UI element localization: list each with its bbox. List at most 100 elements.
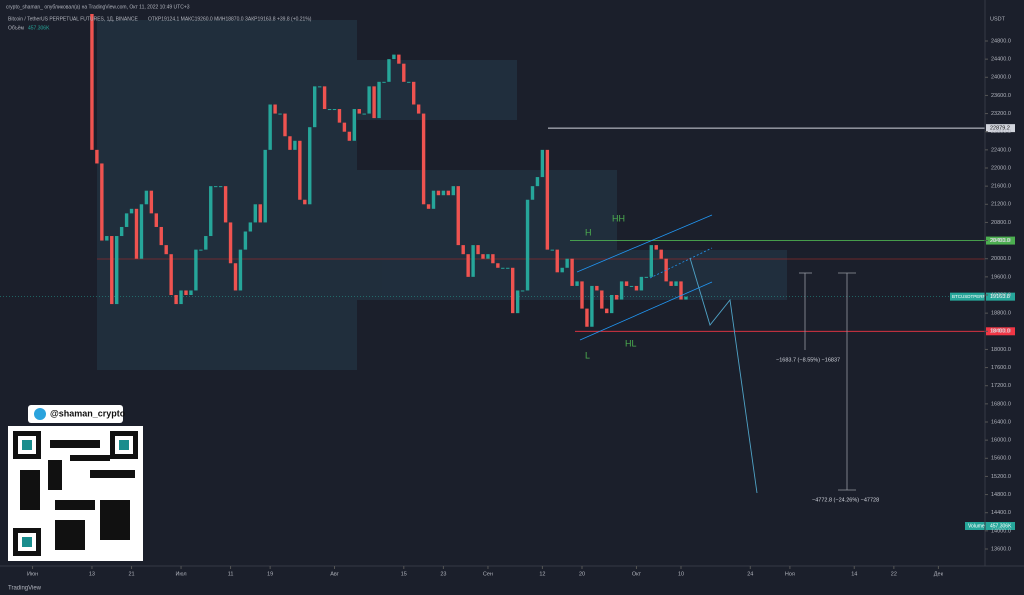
candle bbox=[669, 281, 673, 286]
candle bbox=[515, 290, 520, 314]
candle bbox=[134, 208, 139, 259]
qr-pattern bbox=[13, 431, 138, 556]
candle bbox=[486, 254, 490, 259]
x-tick-label: 20 bbox=[579, 571, 585, 577]
annotation: HH bbox=[612, 213, 625, 223]
y-tick-label: 18400.0 bbox=[991, 329, 1011, 335]
candle bbox=[124, 213, 129, 227]
candle bbox=[407, 81, 411, 83]
y-tick-label: 18000.0 bbox=[991, 347, 1011, 353]
candle bbox=[268, 104, 272, 150]
candle bbox=[248, 222, 253, 232]
candle bbox=[372, 86, 376, 119]
candle bbox=[446, 190, 451, 196]
footer: TradingView bbox=[8, 586, 42, 592]
candle bbox=[590, 285, 594, 327]
candle bbox=[352, 109, 356, 141]
candle bbox=[204, 236, 208, 250]
candle bbox=[110, 236, 114, 305]
measure-label: −1683.7 (−8.55%) −16837 bbox=[776, 357, 840, 363]
volume-value: 457.306K bbox=[28, 25, 50, 31]
x-tick-label: 24 bbox=[747, 571, 753, 577]
candle bbox=[540, 149, 545, 178]
candle bbox=[293, 140, 297, 150]
candle bbox=[550, 249, 554, 251]
y-tick-label: 14000.0 bbox=[991, 528, 1011, 534]
level-label: 20400.0 bbox=[990, 238, 1010, 244]
candle bbox=[575, 281, 579, 286]
candle bbox=[619, 281, 624, 300]
x-tick-label: 11 bbox=[228, 571, 234, 577]
volume-label: Объём bbox=[8, 25, 24, 31]
candle bbox=[456, 186, 460, 246]
candle bbox=[263, 149, 267, 223]
candle bbox=[243, 231, 248, 250]
candle bbox=[471, 245, 475, 277]
candle bbox=[535, 177, 540, 187]
y-tick-label: 21600.0 bbox=[991, 184, 1011, 190]
candle bbox=[481, 254, 485, 259]
candle bbox=[228, 222, 233, 264]
candle bbox=[466, 254, 470, 277]
candle bbox=[639, 276, 644, 291]
volume-tag bbox=[965, 522, 1015, 530]
candle bbox=[209, 186, 213, 237]
candle bbox=[303, 199, 307, 205]
candle bbox=[223, 186, 228, 223]
x-tick-label: Авг bbox=[330, 571, 339, 577]
y-tick-label: 15200.0 bbox=[991, 474, 1011, 480]
y-tick-label: 24800.0 bbox=[991, 38, 1011, 44]
candle bbox=[451, 186, 455, 196]
y-tick-label: 24000.0 bbox=[991, 75, 1011, 81]
y-tick-label: 18800.0 bbox=[991, 311, 1011, 317]
candle bbox=[605, 308, 609, 314]
candle bbox=[520, 290, 525, 292]
candle bbox=[431, 190, 436, 209]
candle bbox=[179, 290, 183, 305]
candle bbox=[545, 149, 550, 250]
candle bbox=[441, 190, 446, 196]
x-tick-label: 21 bbox=[128, 571, 134, 577]
candle bbox=[194, 249, 198, 291]
byline: crypto_shaman_ опубликовал(а) на Trading… bbox=[6, 4, 190, 10]
candle bbox=[367, 86, 371, 114]
candle bbox=[580, 281, 584, 309]
x-tick-label: 19 bbox=[267, 571, 273, 577]
y-tick-label: 14400.0 bbox=[991, 510, 1011, 516]
candle bbox=[634, 285, 639, 291]
candle bbox=[322, 86, 327, 110]
candle bbox=[317, 86, 322, 88]
x-tick-label: 23 bbox=[440, 571, 446, 577]
level-tag bbox=[986, 236, 1015, 245]
y-tick-label: 22400.0 bbox=[991, 147, 1011, 153]
candle bbox=[218, 186, 223, 188]
candle bbox=[496, 263, 500, 268]
y-tick-label: 21200.0 bbox=[991, 202, 1011, 208]
candle bbox=[308, 127, 312, 205]
x-tick-label: 22 bbox=[891, 571, 897, 577]
candle bbox=[525, 199, 530, 291]
measure bbox=[799, 272, 856, 491]
candle bbox=[283, 113, 287, 137]
candle bbox=[238, 249, 243, 291]
x-tick-label: 15 bbox=[401, 571, 407, 577]
y-tick-label: 24400.0 bbox=[991, 57, 1011, 63]
volume-tag-value: 457.306K bbox=[990, 523, 1012, 529]
candle bbox=[169, 254, 173, 295]
candle bbox=[273, 104, 277, 114]
candle bbox=[144, 190, 149, 205]
y-tick-label: 20400.0 bbox=[991, 238, 1011, 244]
candle bbox=[570, 258, 574, 286]
candle bbox=[654, 245, 658, 250]
y-tick-label: 19200.0 bbox=[991, 292, 1011, 298]
annotation: H bbox=[585, 227, 592, 237]
y-tick-label: 14800.0 bbox=[991, 492, 1011, 498]
channel bbox=[576, 214, 758, 494]
candle bbox=[684, 296, 688, 300]
candle bbox=[149, 190, 154, 214]
ticker: BTCUSDTPERP bbox=[952, 294, 986, 299]
candle bbox=[560, 267, 564, 273]
candle bbox=[659, 249, 663, 259]
candle bbox=[387, 59, 391, 82]
candle bbox=[189, 290, 193, 295]
